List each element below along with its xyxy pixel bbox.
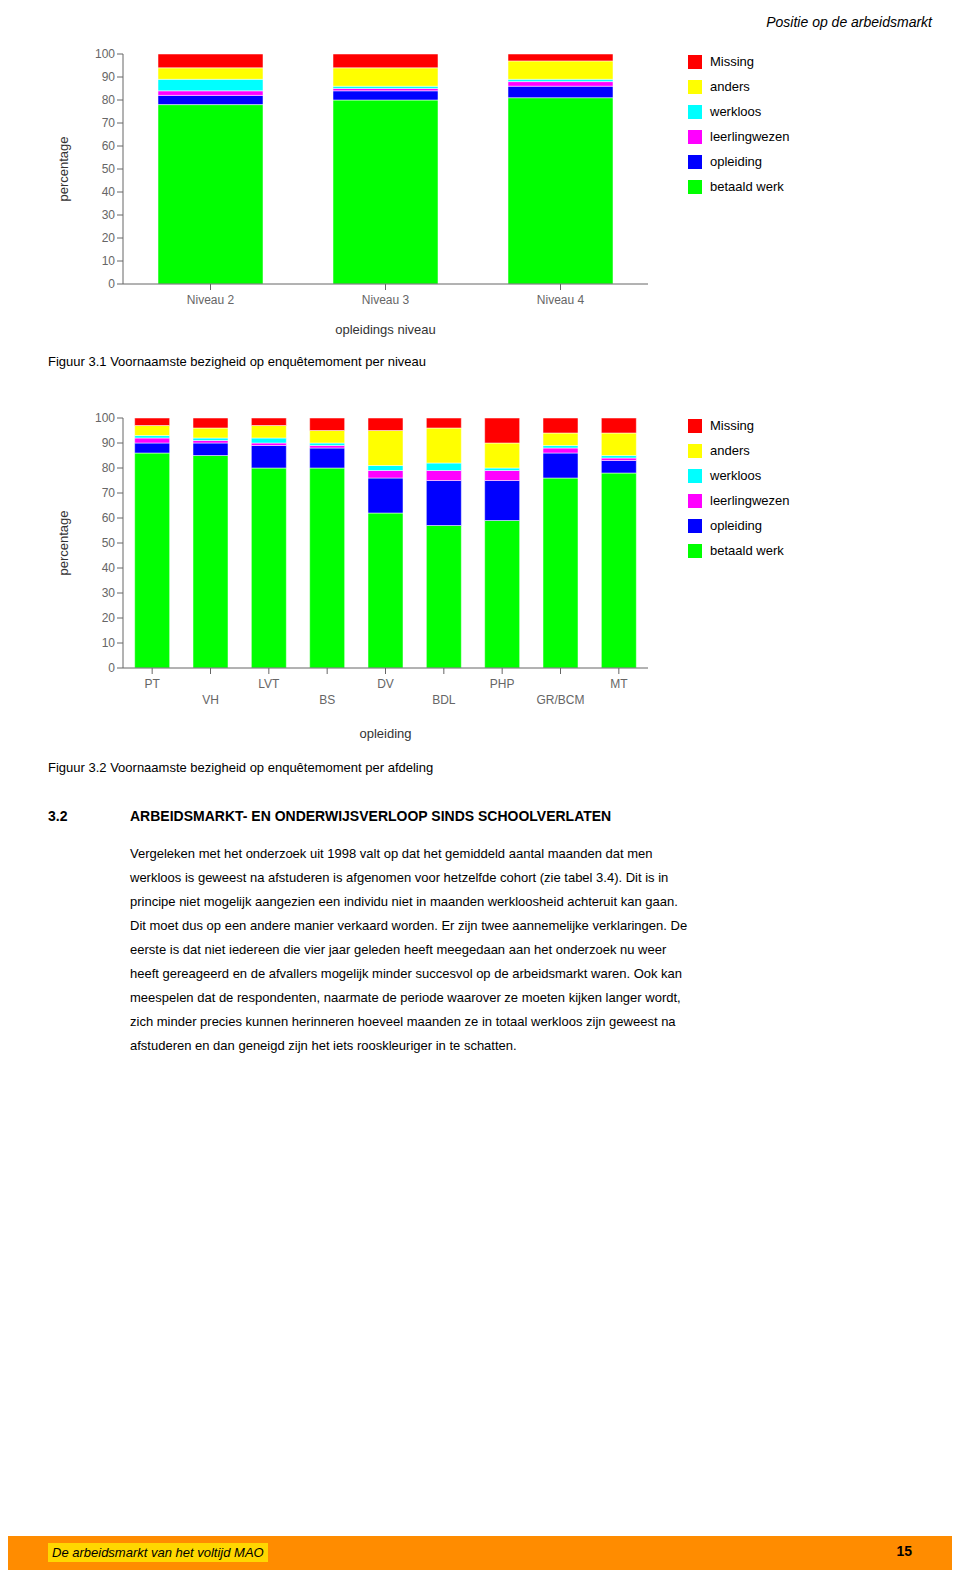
svg-text:VH: VH xyxy=(202,693,219,707)
html-text:3.2: 3.2 xyxy=(48,808,68,824)
html-text:eerste is dat niet iedereen di: eerste is dat niet iedereen die vier jaa… xyxy=(130,942,667,957)
html-text:principe niet mogelijk aangezi: principe niet mogelijk aangezien een ind… xyxy=(130,894,678,909)
html-text:heeft gereageerd en de afvalle: heeft gereageerd en de afvallers mogelij… xyxy=(130,966,683,981)
svg-text:10: 10 xyxy=(102,254,116,268)
html-text:Vergeleken met het onderzoek u: Vergeleken met het onderzoek uit 1998 va… xyxy=(130,846,653,861)
svg-text:20: 20 xyxy=(102,231,116,245)
html-text:opleiding: opleiding xyxy=(710,518,762,533)
svg-text:opleidings niveau: opleidings niveau xyxy=(335,322,435,337)
svg-text:40: 40 xyxy=(102,561,116,575)
svg-text:percentage: percentage xyxy=(56,136,71,201)
html-text:Missing: Missing xyxy=(710,54,755,69)
html-text:betaald werk: betaald werk xyxy=(710,179,784,194)
html-text:werkloos: werkloos xyxy=(710,468,762,483)
svg-text:100: 100 xyxy=(95,411,115,425)
svg-text:20: 20 xyxy=(102,611,116,625)
html-text:afstuderen en dan geneigd zijn: afstuderen en dan geneigd zijn het iets … xyxy=(130,1038,517,1053)
html-text:15: 15 xyxy=(896,1543,912,1559)
svg-text:70: 70 xyxy=(102,486,116,500)
html-text:anders: anders xyxy=(710,79,750,94)
svg-text:90: 90 xyxy=(102,436,116,450)
svg-text:10: 10 xyxy=(102,636,116,650)
html-text:Missing: Missing xyxy=(710,418,755,433)
html-text:Positie op de arbeidsmarkt: Positie op de arbeidsmarkt xyxy=(766,14,932,30)
svg-text:30: 30 xyxy=(102,208,116,222)
html-text:leerlingwezen: leerlingwezen xyxy=(710,129,790,144)
html-text:meespelen dat de respondenten,: meespelen dat de respondenten, naarmate … xyxy=(130,990,681,1005)
svg-text:Niveau 3: Niveau 3 xyxy=(362,293,410,307)
svg-text:BDL: BDL xyxy=(432,693,456,707)
svg-text:90: 90 xyxy=(102,70,116,84)
html-text:anders: anders xyxy=(710,443,750,458)
html-text:De arbeidsmarkt van het voltij: De arbeidsmarkt van het voltijd MAO xyxy=(52,1545,264,1560)
svg-text:0: 0 xyxy=(108,661,115,675)
svg-text:80: 80 xyxy=(102,461,116,475)
svg-text:70: 70 xyxy=(102,116,116,130)
svg-text:GR/BCM: GR/BCM xyxy=(537,693,585,707)
svg-text:PHP: PHP xyxy=(490,677,515,691)
svg-text:BS: BS xyxy=(319,693,335,707)
svg-text:50: 50 xyxy=(102,162,116,176)
svg-text:50: 50 xyxy=(102,536,116,550)
html-text:werkloos: werkloos xyxy=(710,104,762,119)
html-text:ARBEIDSMARKT- EN ONDERWIJSVERL: ARBEIDSMARKT- EN ONDERWIJSVERLOOP SINDS … xyxy=(130,808,612,824)
svg-text:100: 100 xyxy=(95,47,115,61)
svg-text:DV: DV xyxy=(377,677,394,691)
svg-text:60: 60 xyxy=(102,511,116,525)
html-text:Figuur 3.2 Voornaamste bezighe: Figuur 3.2 Voornaamste bezigheid op enqu… xyxy=(48,760,434,775)
svg-text:MT: MT xyxy=(610,677,628,691)
html-text:leerlingwezen: leerlingwezen xyxy=(710,493,790,508)
svg-text:40: 40 xyxy=(102,185,116,199)
svg-text:PT: PT xyxy=(144,677,160,691)
svg-text:Niveau 4: Niveau 4 xyxy=(537,293,585,307)
svg-text:0: 0 xyxy=(108,277,115,291)
svg-text:percentage: percentage xyxy=(56,510,71,575)
svg-text:Niveau 2: Niveau 2 xyxy=(187,293,235,307)
svg-text:30: 30 xyxy=(102,586,116,600)
svg-text:opleiding: opleiding xyxy=(359,726,411,741)
html-text:werkloos is geweest na afstude: werkloos is geweest na afstuderen is afg… xyxy=(130,870,669,885)
svg-text:LVT: LVT xyxy=(258,677,280,691)
html-text:opleiding: opleiding xyxy=(710,154,762,169)
html-text:zich minder precies kunnen her: zich minder precies kunnen herinneren ho… xyxy=(130,1014,676,1029)
svg-text:80: 80 xyxy=(102,93,116,107)
html-text:Figuur 3.1 Voornaamste bezighe: Figuur 3.1 Voornaamste bezigheid op enqu… xyxy=(48,354,426,369)
html-text:Dit moet dus op een andere man: Dit moet dus op een andere manier verkaa… xyxy=(130,918,688,933)
html-text:betaald werk: betaald werk xyxy=(710,543,784,558)
svg-text:60: 60 xyxy=(102,139,116,153)
